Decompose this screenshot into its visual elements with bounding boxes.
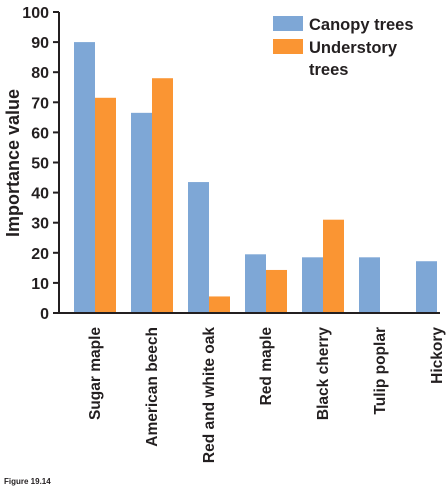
legend-swatch-canopy — [273, 16, 303, 31]
bar-canopy-black-cherry — [302, 257, 323, 313]
figure-caption: Figure 19.14 — [4, 477, 51, 486]
y-tick-label: 20 — [31, 246, 49, 263]
x-category-label: Hickory — [429, 327, 446, 384]
x-category-label: Black cherry — [315, 327, 332, 420]
x-category-label: Sugar maple — [87, 327, 104, 420]
y-tick-label: 50 — [31, 156, 49, 173]
y-axis-title: Importance value — [3, 89, 23, 237]
y-tick-label: 60 — [31, 125, 49, 142]
bar-understory-american-beech — [152, 78, 173, 313]
y-tick-label: 80 — [31, 65, 49, 82]
bar-understory-red-and-white-oak — [209, 296, 230, 313]
legend-label-understory: Understory — [309, 39, 398, 57]
legend-label-canopy: Canopy trees — [309, 16, 414, 34]
y-tick-label: 0 — [40, 306, 49, 323]
bar-canopy-hickory — [416, 261, 437, 313]
bar-canopy-american-beech — [131, 112, 152, 314]
y-tick-label: 30 — [31, 216, 49, 233]
bar-canopy-red-maple — [245, 254, 266, 313]
bar-understory-black-cherry — [323, 219, 344, 313]
y-axis-ticks: 0 10 20 30 40 50 60 70 80 90 100 — [22, 5, 59, 323]
legend: Canopy trees Understory trees — [273, 16, 414, 79]
bar-canopy-sugar-maple — [74, 42, 95, 313]
x-category-label: Red and white oak — [201, 327, 218, 463]
y-tick-label: 90 — [31, 35, 49, 52]
y-tick-label: 10 — [31, 276, 49, 293]
legend-swatch-understory — [273, 39, 303, 54]
y-tick-label: 70 — [31, 95, 49, 112]
x-category-label: Tulip poplar — [372, 327, 389, 415]
x-category-label: American beech — [144, 327, 161, 447]
bar-understory-red-maple — [266, 269, 287, 313]
y-tick-label: 40 — [31, 186, 49, 203]
y-tick-label: 100 — [22, 5, 49, 22]
bars — [74, 42, 437, 314]
x-axis-categories: Sugar maple American beech Red and white o… — [87, 327, 446, 463]
legend-label-understory: trees — [309, 61, 348, 79]
bar-canopy-red-and-white-oak — [188, 182, 209, 313]
bar-understory-sugar-maple — [95, 97, 116, 313]
bar-canopy-tulip-poplar — [359, 257, 380, 313]
x-category-label: Red maple — [258, 327, 275, 406]
